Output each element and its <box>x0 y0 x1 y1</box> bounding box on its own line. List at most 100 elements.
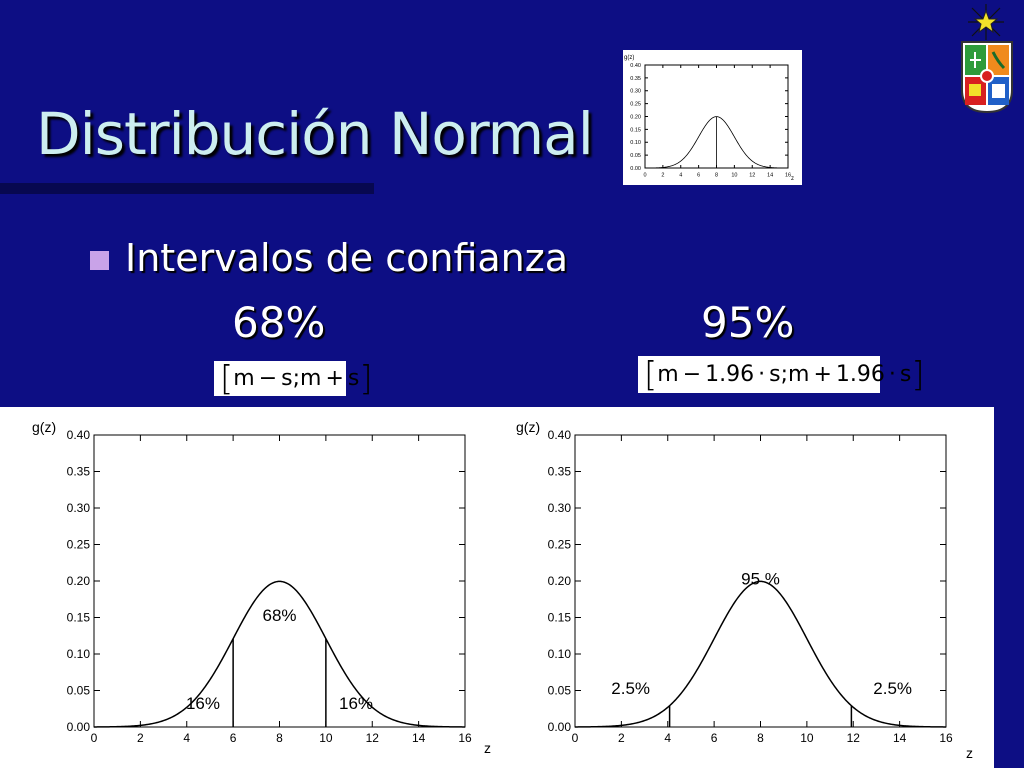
x-tick-label: 4 <box>183 731 190 745</box>
x-tick-label: 8 <box>715 173 718 179</box>
formula-dot: · <box>758 362 766 387</box>
formula-m2: m <box>300 366 322 391</box>
y-axis-label: g(z) <box>516 419 540 435</box>
chart-95: 0.00 0.05 0.10 0.15 0.20 0.25 0.30 0.35 0.40 0 2 4 6… <box>516 419 973 761</box>
x-tick-label: 16 <box>939 731 953 745</box>
y-tick-label: 0.20 <box>548 574 572 588</box>
y-tick-label: 0.40 <box>67 428 91 442</box>
formula-sep: ; <box>780 362 789 387</box>
x-tick-label: 10 <box>800 731 814 745</box>
x-tick-label: 2 <box>618 731 625 745</box>
formula-95: [ m − 1.96 · s ; m + 1.96 · s ] <box>638 354 925 395</box>
chart-68: 0.00 0.05 0.10 0.15 0.20 0.25 0.30 0.35 0.40 0 2 4 6… <box>32 419 491 756</box>
y-tick-label: 0.30 <box>548 501 572 515</box>
y-tick-label: 0.30 <box>630 89 641 95</box>
x-tick-label: 14 <box>412 731 426 745</box>
formula-plus: + <box>813 362 832 387</box>
title-underline <box>0 183 374 194</box>
y-tick-label: 0.15 <box>630 127 641 133</box>
x-tick-label: 6 <box>711 731 718 745</box>
formula-dot2: · <box>888 362 896 387</box>
x-tick-label: 0 <box>572 731 579 745</box>
y-tick-label: 0.00 <box>67 720 91 734</box>
y-tick-label: 0.35 <box>67 465 91 479</box>
annotation-label: 68% <box>262 606 296 625</box>
x-tick-label: 12 <box>366 731 380 745</box>
y-axis-label: g(z) <box>624 55 634 61</box>
y-tick-label: 0.05 <box>548 684 572 698</box>
formula-s: s <box>769 362 781 387</box>
x-tick-label: 12 <box>749 173 755 179</box>
formula-minus: − <box>682 362 702 387</box>
y-tick-label: 0.10 <box>630 140 641 146</box>
x-tick-label: 10 <box>731 173 737 179</box>
formula-bracket-close: ] <box>911 354 925 395</box>
formula-s2: s <box>899 362 912 387</box>
slide-title: Distribución Normal <box>36 100 594 168</box>
x-tick-label: 16 <box>458 731 472 745</box>
formula-sep: ; <box>292 366 301 391</box>
annotation-label: 16% <box>339 694 373 713</box>
formula-k1: 1.96 <box>705 362 755 387</box>
x-tick-label: 0 <box>643 173 646 179</box>
y-tick-label: 0.25 <box>67 538 91 552</box>
annotation-label: 2.5% <box>873 679 912 698</box>
y-tick-label: 0.20 <box>67 574 91 588</box>
formula-k2: 1.96 <box>835 362 885 387</box>
y-tick-label: 0.05 <box>67 684 91 698</box>
y-tick-label: 0.15 <box>67 611 91 625</box>
bullet-text: Intervalos de confianza <box>125 236 568 280</box>
x-tick-label: 4 <box>664 731 671 745</box>
x-axis-label: z <box>791 176 794 182</box>
bullet-item: Intervalos de confianza <box>90 236 568 280</box>
formula-bracket-close: ] <box>359 358 373 399</box>
formula-bracket-open: [ <box>644 354 658 395</box>
y-tick-label: 0.35 <box>548 465 572 479</box>
y-tick-label: 0.00 <box>630 166 641 172</box>
x-axis-label: z <box>484 740 491 756</box>
y-tick-label: 0.35 <box>630 76 641 82</box>
y-tick-label: 0.05 <box>630 153 641 159</box>
formula-m: m <box>233 366 255 391</box>
y-tick-label: 0.30 <box>67 501 91 515</box>
x-tick-label: 0 <box>91 731 98 745</box>
university-crest-icon <box>961 41 1013 114</box>
x-axis-label: z <box>966 745 973 761</box>
x-tick-label: 12 <box>847 731 861 745</box>
y-tick-label: 0.00 <box>548 720 572 734</box>
x-tick-label: 6 <box>697 173 700 179</box>
formula-minus: − <box>258 366 278 391</box>
annotation-label: 16% <box>186 694 220 713</box>
annotation-label: 95 % <box>741 570 780 589</box>
formula-68: [ m − s ; m + s ] <box>214 358 373 399</box>
formula-s2: s <box>347 366 360 391</box>
left-percent: 68% <box>232 298 326 347</box>
annotation-label: 2.5% <box>611 679 650 698</box>
formula-bracket-open: [ <box>220 358 234 399</box>
y-axis-label: g(z) <box>32 419 56 435</box>
x-tick-label: 8 <box>276 731 283 745</box>
x-tick-label: 8 <box>757 731 764 745</box>
x-tick-label: 16 <box>785 173 791 179</box>
y-tick-label: 0.40 <box>548 428 572 442</box>
charts-panel: 0.00 0.05 0.10 0.15 0.20 0.25 0.30 0.35 0.40 0 2 4 6… <box>0 407 994 768</box>
density-curve <box>575 580 946 728</box>
y-tick-label: 0.10 <box>67 647 91 661</box>
x-tick-label: 2 <box>137 731 144 745</box>
formula-m: m <box>657 362 679 387</box>
formula-s: s <box>281 366 293 391</box>
x-tick-label: 2 <box>661 173 664 179</box>
y-tick-label: 0.25 <box>548 538 572 552</box>
formula-m2: m <box>788 362 810 387</box>
bullet-marker <box>90 250 109 270</box>
x-tick-label: 10 <box>319 731 333 745</box>
density-curve <box>94 580 465 728</box>
y-tick-label: 0.25 <box>630 102 641 108</box>
y-tick-label: 0.15 <box>548 611 572 625</box>
thumbnail-chart: 0.00 0.05 0.10 0.15 0.20 0.25 0.30 0.35 0.40 0 2 4 6… <box>623 50 802 185</box>
y-tick-label: 0.40 <box>630 63 641 69</box>
x-tick-label: 4 <box>679 173 682 179</box>
y-tick-label: 0.10 <box>548 647 572 661</box>
x-tick-label: 14 <box>767 173 773 179</box>
formula-plus: + <box>325 366 344 391</box>
